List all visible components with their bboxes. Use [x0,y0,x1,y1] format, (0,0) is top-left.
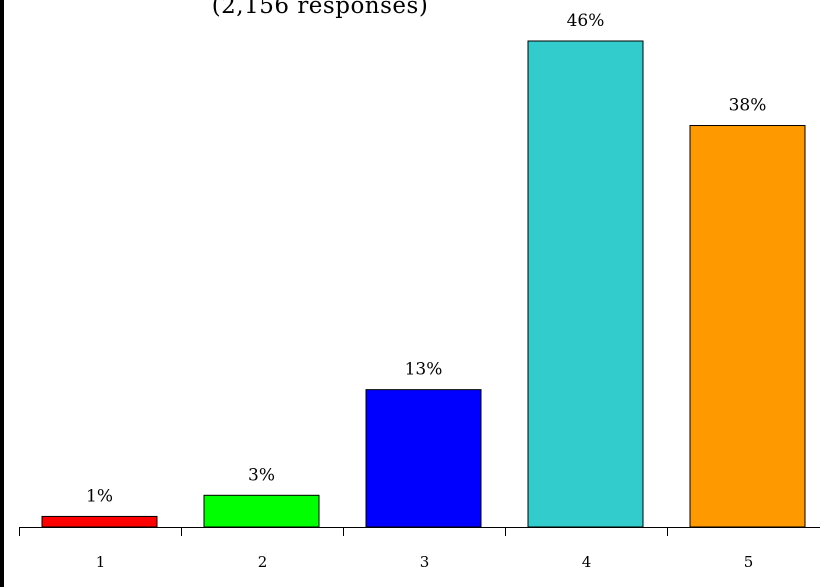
left-edge-border [0,0,4,587]
bar-2 [203,494,320,528]
bars-layer [41,40,806,528]
data-label-5: 38% [729,96,767,116]
bar-1 [41,515,158,528]
bar-3 [365,389,482,528]
labels-layer: 1%13%213%346%438%5 [86,11,766,571]
x-tick-label-4: 4 [582,553,592,571]
x-tick-label-5: 5 [744,553,754,571]
x-tick-label-1: 1 [96,553,106,571]
bar-5 [689,125,806,528]
chart-subtitle: (2,156 responses) [211,0,429,19]
data-label-2: 3% [248,465,275,485]
bar-4 [527,40,644,528]
data-label-1: 1% [86,486,113,506]
x-tick-label-2: 2 [258,553,268,571]
data-label-3: 13% [405,360,443,380]
x-axis [19,527,820,536]
x-tick-label-3: 3 [420,553,430,571]
data-label-4: 46% [567,11,605,31]
